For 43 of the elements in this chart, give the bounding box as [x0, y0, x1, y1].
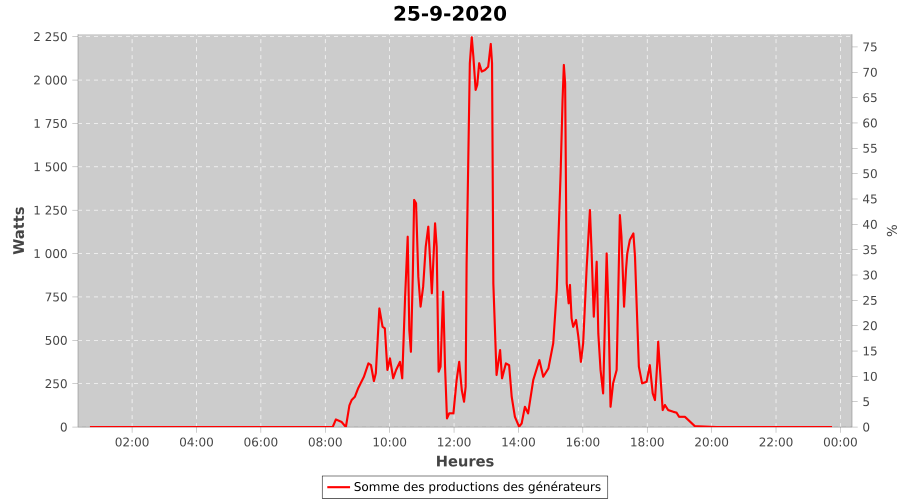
- y-tick-label: 500: [46, 336, 67, 345]
- y2-tick-label: 15: [864, 346, 877, 356]
- y-tick-label: 2 000: [34, 76, 67, 85]
- y2-tick-label: 40: [862, 220, 877, 229]
- x-tick-label: 16:00: [566, 437, 600, 447]
- x-tick-label: 06:00: [244, 437, 278, 447]
- y-tick-label: 250: [46, 379, 67, 388]
- y-tick-label: 750: [46, 292, 67, 302]
- x-tick-label: 02:00: [116, 437, 149, 447]
- y2-tick-label: 0: [863, 422, 870, 432]
- y2-tick-label: 60: [863, 118, 877, 128]
- y-tick-label: 1 000: [34, 249, 67, 258]
- x-tick-label: 04:00: [180, 437, 213, 447]
- y2-tick-label: 45: [862, 194, 877, 204]
- y2-tick-label: 65: [863, 93, 877, 102]
- chart-title: 25-9-2020: [394, 6, 506, 21]
- x-tick-label: 10:00: [374, 437, 406, 447]
- y2-tick-label: 30: [863, 270, 877, 280]
- y2-tick-label: 35: [863, 245, 877, 254]
- y2-axis-title: %: [886, 225, 897, 236]
- y2-tick-label: 75: [863, 42, 877, 52]
- y2-tick-label: 5: [863, 397, 869, 406]
- y2-tick-label: 70: [863, 68, 877, 77]
- x-tick-label: 22:00: [760, 437, 793, 447]
- legend-label: Somme des productions des générateurs: [354, 481, 601, 494]
- x-tick-label: 20:00: [695, 437, 728, 447]
- x-tick-label: 12:00: [438, 437, 471, 447]
- y-tick-label: 2 250: [34, 32, 67, 42]
- y-tick-label: 1 750: [34, 118, 67, 128]
- x-tick-label: 18:00: [631, 437, 664, 447]
- y2-tick-label: 25: [863, 296, 877, 305]
- x-tick-label: 00:00: [824, 437, 857, 447]
- y-tick-label: 1 500: [34, 162, 67, 172]
- x-tick-label: 14:00: [502, 437, 535, 447]
- y-tick-label: 0: [60, 422, 67, 432]
- y2-tick-label: 20: [863, 321, 877, 330]
- y2-tick-label: 55: [863, 144, 877, 153]
- y-tick-label: 1 250: [34, 206, 67, 215]
- y2-tick-label: 10: [864, 372, 877, 381]
- y-axis-title: Watts: [13, 207, 24, 254]
- x-tick-label: 08:00: [308, 437, 342, 447]
- x-axis-title: Heures: [437, 456, 494, 467]
- y2-tick-label: 50: [863, 169, 877, 178]
